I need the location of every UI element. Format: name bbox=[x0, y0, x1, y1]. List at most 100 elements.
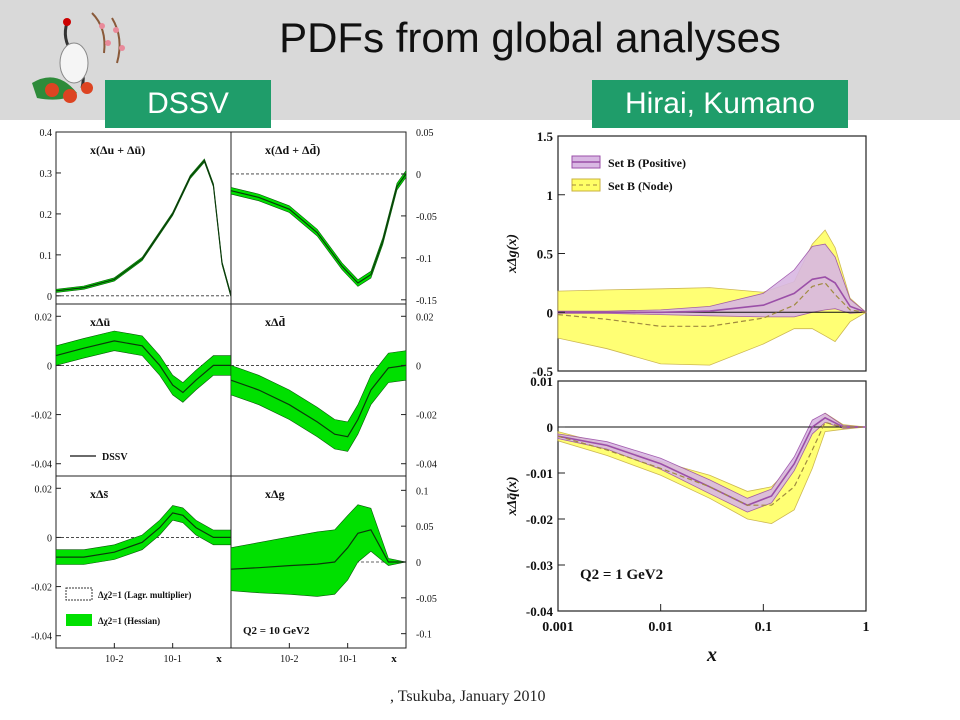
dssv-legend-swatch-lagrange bbox=[65, 587, 93, 601]
hk-ytick-label: 0.01 bbox=[530, 374, 553, 389]
hk-central-line bbox=[557, 416, 866, 507]
dssv-legend-hessian-label: Δχ2=1 (Hessian) bbox=[98, 616, 160, 626]
dssv-ytick-label: -0.1 bbox=[416, 254, 432, 265]
hk-ytick-label: -0.01 bbox=[526, 466, 553, 481]
hk-central-line bbox=[557, 421, 866, 506]
dssv-panel-label: xΔs̄ bbox=[90, 487, 109, 501]
dssv-ytick-label: 0 bbox=[47, 292, 52, 303]
dssv-ytick-label: 0.02 bbox=[416, 312, 434, 323]
hk-legend-positive-label: Set B (Positive) bbox=[608, 156, 686, 170]
dssv-panel: xΔd̄ 0.02 0 -0.02 -0.04 bbox=[230, 303, 437, 477]
dssv-ytick-label: 0.05 bbox=[416, 128, 434, 139]
dssv-panel: xΔū 0.02 0 -0.02 -0.04 DSSV bbox=[31, 303, 232, 477]
dssv-panel: x(Δd + Δd̄) 0.05 0 -0.05 -0.1 -0.15 bbox=[230, 128, 437, 307]
dssv-ytick-label: -0.05 bbox=[416, 212, 437, 223]
dssv-ytick-label: 0 bbox=[416, 361, 421, 372]
dssv-panel: xΔg 0.1 0.05 0 -0.05 -0.1 Q2 = 10 GeV2 bbox=[230, 475, 437, 649]
dssv-chart: x(Δu + Δū) 0 0.1 0.2 0.3 0.4 x(Δd + Δd̄) 0.05 0 -… bbox=[31, 128, 437, 665]
dssv-central-line bbox=[55, 340, 231, 394]
hk-error-band bbox=[557, 229, 867, 366]
dssv-panel: x(Δu + Δū) 0 0.1 0.2 0.3 0.4 bbox=[40, 128, 232, 305]
dssv-hessian-band bbox=[56, 505, 231, 565]
slide-title: PDFs from global analyses bbox=[279, 14, 781, 61]
dssv-central-line bbox=[230, 173, 407, 284]
dssv-panel-label: xΔd̄ bbox=[265, 315, 286, 329]
dssv-panel-frame bbox=[55, 303, 232, 477]
dssv-central-line bbox=[230, 529, 406, 570]
dssv-q2-annotation: Q2 = 10 GeV2 bbox=[243, 625, 310, 637]
dssv-xtick-label: 10-2 bbox=[280, 654, 298, 665]
dssv-xtick-label: 10-1 bbox=[338, 654, 356, 665]
dssv-central-line bbox=[56, 512, 231, 558]
hk-q2-annotation: Q2 = 1 GeV2 bbox=[580, 567, 663, 583]
dssv-legend-label: DSSV bbox=[102, 452, 128, 463]
crane-logo-icon bbox=[32, 12, 125, 103]
dssv-xtick-label: 10-2 bbox=[105, 654, 123, 665]
dssv-lagrange-band bbox=[230, 169, 407, 287]
dssv-central-line bbox=[230, 364, 407, 438]
hk-xtick-label: 0.01 bbox=[648, 620, 673, 635]
hk-error-band bbox=[557, 412, 867, 525]
dssv-ytick-label: -0.15 bbox=[416, 296, 437, 307]
hk-central-line bbox=[558, 276, 867, 314]
dssv-panel-label: x(Δu + Δū) bbox=[90, 143, 145, 157]
dssv-xaxis-label: x bbox=[391, 653, 397, 665]
dssv-legend-swatch-hessian bbox=[66, 614, 92, 626]
hk-ytick-label: -0.02 bbox=[526, 512, 553, 527]
dssv-ytick-label: 0.2 bbox=[40, 210, 53, 221]
hk-xtick-label: 0.001 bbox=[542, 620, 574, 635]
dssv-ytick-label: 0.4 bbox=[40, 128, 53, 139]
dssv-ytick-label: -0.04 bbox=[31, 632, 52, 643]
dssv-ytick-label: -0.05 bbox=[416, 594, 437, 605]
hk-xtick-label: 1 bbox=[863, 620, 870, 635]
dssv-ytick-label: -0.02 bbox=[31, 411, 52, 422]
dssv-ytick-label: 0 bbox=[416, 170, 421, 181]
hk-xaxis-label: x bbox=[706, 644, 717, 666]
hirai-kumano-tag: Hirai, Kumano bbox=[592, 80, 848, 128]
hk-panel: 0.01 0 -0.01 -0.02 -0.03 -0.04 xΔq̄(x) Q2 = 1 G… bbox=[505, 374, 867, 619]
dssv-ytick-label: -0.1 bbox=[416, 630, 432, 641]
dssv-tag: DSSV bbox=[105, 80, 271, 128]
hirai-kumano-chart: 1.5 1 0.5 0 -0.5 xΔg(x) Set B (Positive) Set B … bbox=[505, 129, 870, 666]
dssv-panel-frame bbox=[55, 131, 232, 305]
hk-ytick-label: 1.5 bbox=[537, 129, 554, 144]
hk-ytick-label: 0 bbox=[547, 305, 554, 320]
dssv-ytick-label: -0.04 bbox=[416, 460, 437, 471]
dssv-xaxis-label: x bbox=[216, 653, 222, 665]
dssv-panel-label: xΔg bbox=[265, 487, 285, 501]
hk-legend-node-label: Set B (Node) bbox=[608, 179, 673, 193]
dssv-ytick-label: 0.02 bbox=[35, 312, 53, 323]
hk-yaxis-label: xΔq̄(x) bbox=[505, 476, 520, 516]
hk-ytick-label: 0 bbox=[547, 420, 554, 435]
hk-ytick-label: 0.5 bbox=[537, 247, 554, 262]
dssv-ytick-label: 0 bbox=[47, 533, 52, 544]
dssv-legend-lagrange-label: Δχ2=1 (Lagr. multiplier) bbox=[98, 590, 191, 600]
hk-ytick-label: -0.03 bbox=[526, 558, 554, 573]
footer-text: , Tsukuba, January 2010 bbox=[390, 688, 546, 705]
dssv-lagrange-band bbox=[230, 504, 407, 597]
dssv-ytick-label: 0 bbox=[47, 361, 52, 372]
hk-ytick-label: 1 bbox=[547, 188, 554, 203]
dssv-ytick-label: 0.05 bbox=[416, 522, 434, 533]
hk-xtick-label: 0.1 bbox=[755, 620, 773, 635]
hk-ytick-label: -0.04 bbox=[526, 604, 554, 619]
hk-central-line bbox=[557, 282, 867, 327]
dssv-xtick-label: 10-1 bbox=[163, 654, 181, 665]
dssv-hessian-band bbox=[231, 504, 406, 597]
dssv-ytick-label: 0.1 bbox=[416, 486, 429, 497]
hk-panel: 1.5 1 0.5 0 -0.5 xΔg(x) Set B (Positive) Set B … bbox=[505, 129, 868, 379]
dssv-panel-label: xΔū bbox=[90, 315, 111, 329]
dssv-lagrange-band bbox=[230, 350, 407, 452]
dssv-ytick-label: 0.1 bbox=[40, 251, 53, 262]
dssv-ytick-label: 0.02 bbox=[35, 484, 53, 495]
dssv-panel-frame bbox=[230, 131, 407, 305]
dssv-ytick-label: 0 bbox=[416, 558, 421, 569]
dssv-ytick-label: -0.04 bbox=[31, 460, 52, 471]
dssv-hessian-band bbox=[56, 331, 231, 403]
dssv-ytick-label: -0.02 bbox=[31, 583, 52, 594]
dssv-hessian-band bbox=[231, 350, 406, 452]
hk-error-band bbox=[557, 243, 868, 318]
dssv-panel-label: x(Δd + Δd̄) bbox=[265, 143, 320, 157]
dssv-ytick-label: -0.02 bbox=[416, 411, 437, 422]
dssv-central-line bbox=[55, 159, 232, 296]
